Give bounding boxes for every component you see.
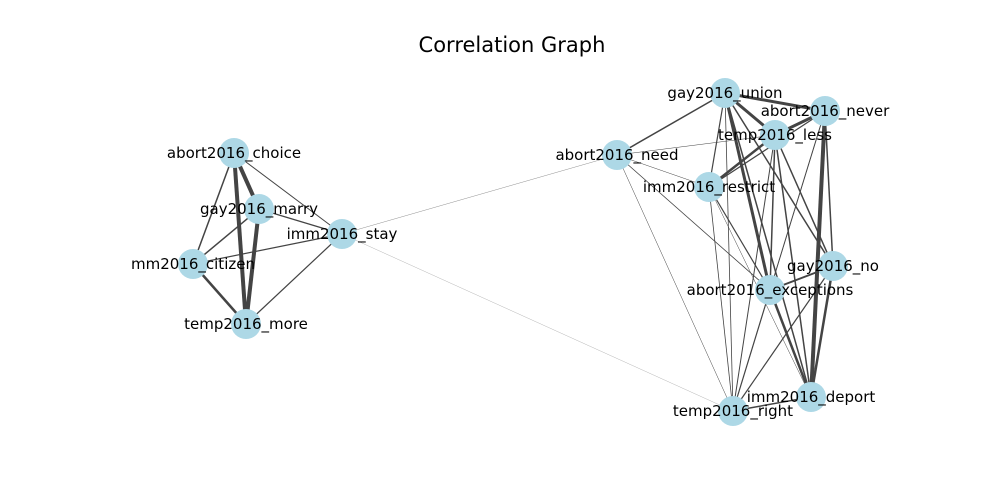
node-layer: [178, 78, 848, 426]
edge-abort2016_choice-temp2016_more: [232, 152, 248, 325]
edge-gay2016_no-imm2016_deport: [809, 265, 835, 398]
node-label-abort2016_need: abort2016_need: [555, 146, 678, 165]
node-label-abort2016_exceptions: abort2016_exceptions: [687, 281, 854, 300]
edge-abort2016_choice-imm2016_citizen: [192, 152, 235, 265]
node-label-imm2016_restrict: imm2016_restrict: [643, 178, 775, 197]
node-abort2016_choice: [219, 138, 249, 168]
edge-abort2016_choice-imm2016_stay: [233, 152, 343, 235]
edge-abort2016_need-imm2016_restrict: [616, 154, 710, 188]
edge-abort2016_never-imm2016_deport: [809, 110, 827, 398]
node-label-temp2016_less: temp2016_less: [718, 126, 832, 145]
edge-gay2016_union-imm2016_restrict: [708, 92, 726, 188]
node-label-gay2016_union: gay2016_union: [667, 84, 782, 103]
node-imm2016_citizen: [178, 249, 208, 279]
node-temp2016_right: [718, 396, 748, 426]
edge-temp2016_more-imm2016_stay: [245, 233, 343, 325]
edge-temp2016_less-temp2016_right: [732, 134, 776, 412]
edge-imm2016_restrict-temp2016_right: [708, 186, 734, 412]
edge-abort2016_need-temp2016_less: [616, 134, 776, 156]
label-layer: abort2016_choice gay2016_marry mm2016_citi…: [131, 84, 890, 421]
edge-gay2016_union-temp2016_right: [724, 92, 734, 412]
edge-temp2016_less-gay2016_no: [774, 134, 834, 267]
edge-abort2016_exceptions-imm2016_deport: [768, 289, 813, 398]
node-imm2016_restrict: [694, 172, 724, 202]
node-label-gay2016_marry: gay2016_marry: [200, 200, 318, 219]
node-gay2016_marry: [244, 194, 274, 224]
edge-gay2016_union-imm2016_deport: [724, 92, 812, 398]
node-imm2016_stay: [327, 219, 357, 249]
edge-gay2016_union-abort2016_exceptions: [723, 92, 772, 291]
node-label-temp2016_right: temp2016_right: [673, 402, 793, 421]
edge-temp2016_less-imm2016_deport: [774, 134, 812, 398]
node-abort2016_need: [602, 140, 632, 170]
edge-imm2016_stay-temp2016_right: [341, 233, 734, 412]
node-label-imm2016_stay: imm2016_stay: [287, 225, 398, 244]
edge-gay2016_union-abort2016_never: [724, 91, 826, 113]
edge-imm2016_citizen-imm2016_stay: [192, 233, 343, 265]
node-label-temp2016_more: temp2016_more: [184, 315, 308, 334]
node-label-gay2016_no: gay2016_no: [787, 257, 879, 276]
node-gay2016_union: [710, 78, 740, 108]
edge-gay2016_no-temp2016_right: [732, 265, 834, 412]
node-label-imm2016_citizen: mm2016_citizen: [131, 255, 255, 274]
node-imm2016_deport: [796, 382, 826, 412]
edge-abort2016_need-abort2016_exceptions: [616, 154, 771, 291]
node-label-abort2016_never: abort2016_never: [761, 102, 890, 121]
graph-title: Correlation Graph: [419, 33, 606, 57]
edge-gay2016_marry-temp2016_more: [244, 208, 261, 325]
edge-imm2016_restrict-abort2016_exceptions: [708, 186, 771, 291]
node-label-abort2016_choice: abort2016_choice: [167, 144, 301, 163]
edge-abort2016_never-gay2016_no: [824, 110, 834, 267]
edge-abort2016_never-imm2016_restrict: [708, 110, 826, 188]
edge-abort2016_need-gay2016_union: [616, 92, 726, 156]
edge-gay2016_union-gay2016_no: [724, 92, 834, 267]
node-gay2016_no: [818, 251, 848, 281]
node-temp2016_more: [231, 309, 261, 339]
node-abort2016_never: [810, 96, 840, 126]
edge-imm2016_stay-abort2016_need: [341, 154, 618, 235]
edge-temp2016_less-abort2016_exceptions: [769, 134, 776, 291]
edge-abort2016_need-temp2016_right: [616, 154, 734, 412]
edge-abort2016_exceptions-temp2016_right: [732, 289, 771, 412]
node-label-imm2016_deport: imm2016_deport: [747, 388, 876, 407]
node-abort2016_exceptions: [755, 275, 785, 305]
node-temp2016_less: [760, 120, 790, 150]
